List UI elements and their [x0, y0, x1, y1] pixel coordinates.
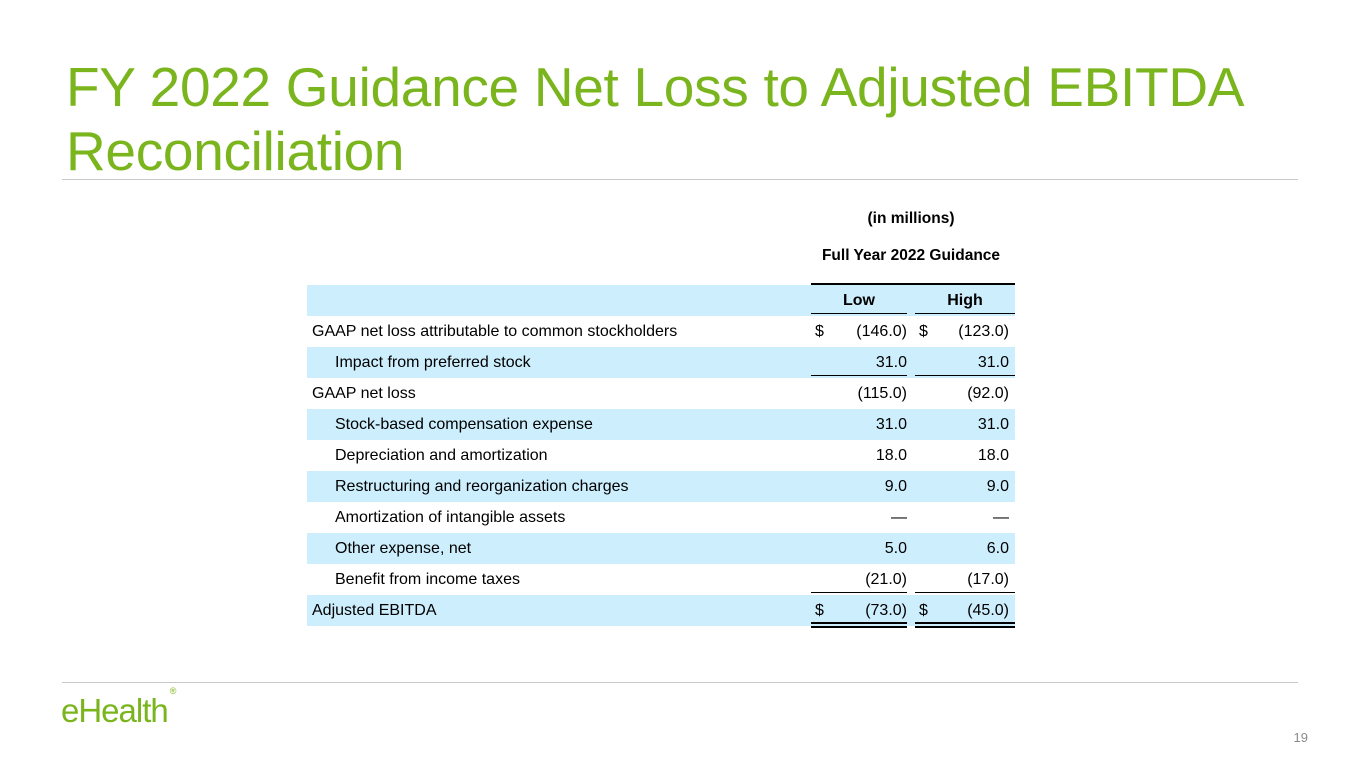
subtotal-rule-high — [915, 592, 1015, 593]
table-row: Restructuring and reorganization charges… — [307, 471, 1015, 502]
footer-divider — [62, 682, 1298, 683]
row-label: Depreciation and amortization — [335, 447, 548, 464]
column-header-row: Low High — [307, 285, 1015, 316]
period-header-rule — [811, 283, 1015, 285]
total-double-rule-high — [915, 626, 1015, 628]
period-header: Full Year 2022 Guidance — [821, 247, 1001, 264]
total-double-rule-low — [811, 622, 907, 624]
table-row: GAAP net loss attributable to common sto… — [307, 316, 1015, 347]
ehealth-logo: eHealth® — [61, 686, 176, 730]
row-label: Adjusted EBITDA — [312, 602, 437, 619]
value-low: 31.0 — [875, 416, 907, 433]
value-low: (73.0) — [865, 602, 907, 619]
value-high: 31.0 — [977, 354, 1009, 371]
registered-mark: ® — [169, 686, 177, 696]
value-high: 31.0 — [977, 416, 1009, 433]
table-row: Stock-based compensation expense 31.0 31… — [307, 409, 1015, 440]
currency-symbol: $ — [815, 602, 824, 619]
total-double-rule-low — [811, 626, 907, 628]
row-label: Restructuring and reorganization charges — [335, 478, 629, 495]
currency-symbol: $ — [815, 323, 824, 340]
value-high: (45.0) — [967, 602, 1009, 619]
table-row: Amortization of intangible assets — — — [307, 502, 1015, 533]
subtotal-rule-low — [811, 375, 907, 376]
value-high: — — [993, 509, 1009, 526]
table-row-total: Adjusted EBITDA $ (73.0) $ (45.0) — [307, 595, 1015, 626]
value-low: (21.0) — [865, 571, 907, 588]
column-header-low: Low — [843, 292, 875, 309]
value-low: 9.0 — [884, 478, 907, 495]
currency-symbol: $ — [919, 323, 928, 340]
title-divider — [62, 179, 1298, 180]
value-high: (92.0) — [967, 385, 1009, 402]
column-header-high: High — [947, 292, 983, 309]
value-high: 6.0 — [986, 540, 1009, 557]
row-label: Stock-based compensation expense — [335, 416, 593, 433]
units-header: (in millions) — [867, 210, 955, 227]
row-label: GAAP net loss — [312, 385, 416, 402]
value-high: 18.0 — [977, 447, 1009, 464]
value-high: (123.0) — [958, 323, 1009, 340]
logo-text: eHealth — [61, 692, 169, 729]
currency-symbol: $ — [919, 602, 928, 619]
value-low: 31.0 — [875, 354, 907, 371]
table-row: Impact from preferred stock 31.0 31.0 — [307, 347, 1015, 378]
value-low: — — [891, 509, 907, 526]
table-row: Other expense, net 5.0 6.0 — [307, 533, 1015, 564]
row-label: Amortization of intangible assets — [335, 509, 566, 526]
value-low: 18.0 — [875, 447, 907, 464]
value-low: 5.0 — [884, 540, 907, 557]
row-label: Impact from preferred stock — [335, 354, 531, 371]
row-label: Benefit from income taxes — [335, 571, 520, 588]
row-label: GAAP net loss attributable to common sto… — [312, 323, 678, 340]
value-high: 9.0 — [986, 478, 1009, 495]
slide-title: FY 2022 Guidance Net Loss to Adjusted EB… — [66, 56, 1242, 182]
subtotal-rule-high — [915, 375, 1015, 376]
total-double-rule-high — [915, 622, 1015, 624]
table-row: Depreciation and amortization 18.0 18.0 — [307, 440, 1015, 471]
column-header-rule-high — [915, 313, 1015, 314]
column-header-rule-low — [811, 313, 907, 314]
table-row: Benefit from income taxes (21.0) (17.0) — [307, 564, 1015, 595]
value-high: (17.0) — [967, 571, 1009, 588]
row-label: Other expense, net — [335, 540, 472, 557]
table-row: GAAP net loss (115.0) (92.0) — [307, 378, 1015, 409]
subtotal-rule-low — [811, 592, 907, 593]
page-number: 19 — [1293, 730, 1308, 745]
value-low: (146.0) — [856, 323, 907, 340]
value-low: (115.0) — [857, 385, 907, 402]
